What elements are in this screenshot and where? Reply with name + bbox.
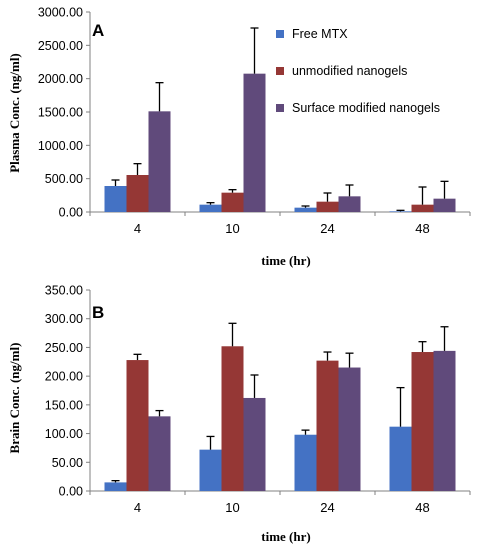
bar-1 [389, 426, 412, 491]
chart-panel-b: B Brain Conc. (ng/ml) time (hr) 0.00 50.0… [7, 284, 471, 544]
bar-3 [433, 198, 456, 212]
bar-2 [316, 360, 339, 491]
legend-label: Free MTX [292, 27, 348, 41]
y-axis-label-b: Brain Conc. (ng/ml) [7, 343, 22, 454]
y-tick-label: 300.00 [45, 312, 83, 326]
legend-label: Surface modified nanogels [292, 101, 440, 115]
bar-2 [126, 360, 149, 491]
y-axis-label-a: Plasma Conc. (ng/ml) [7, 53, 22, 173]
bar-1 [294, 434, 317, 491]
bar-2 [126, 175, 149, 212]
legend-swatch [276, 104, 284, 112]
panel-label-b: B [92, 303, 104, 322]
y-tick-label: 100.00 [45, 427, 83, 441]
x-tick-label: 24 [320, 500, 334, 515]
bar-3 [338, 367, 361, 491]
bar-3 [243, 73, 266, 213]
panel-label-a: A [92, 21, 104, 40]
y-tick-label: 1500.00 [38, 106, 83, 120]
y-tick-label: 50.00 [52, 456, 83, 470]
x-axis-label-a: time (hr) [261, 253, 310, 268]
y-tick-label: 250.00 [45, 341, 83, 355]
legend-swatch [276, 67, 284, 75]
x-axis-label-b: time (hr) [261, 529, 310, 544]
bar-2 [411, 352, 434, 491]
legend-label: unmodified nanogels [292, 64, 407, 78]
bar-1 [294, 207, 317, 212]
bar-2 [221, 346, 244, 491]
bar-2 [221, 192, 244, 212]
chart-panel-a: A Plasma Conc. (ng/ml) time (hr) 0.00 500… [7, 6, 471, 268]
x-tick-label: 48 [415, 500, 429, 515]
bar-1 [104, 482, 127, 491]
y-tick-label: 500.00 [45, 172, 83, 186]
legend-swatch [276, 30, 284, 38]
bar-3 [148, 416, 171, 491]
bar-3 [148, 111, 171, 212]
x-tick-label: 24 [320, 221, 334, 236]
bar-3 [433, 350, 456, 491]
bar-1 [199, 204, 222, 212]
y-tick-label: 1000.00 [38, 139, 83, 153]
y-tick-label: 2500.00 [38, 39, 83, 53]
bar-1 [104, 186, 127, 212]
y-tick-label: 3000.00 [38, 6, 83, 20]
bar-3 [338, 196, 361, 212]
y-tick-label: 0.00 [59, 206, 83, 220]
bar-1 [199, 449, 222, 491]
y-tick-label: 200.00 [45, 370, 83, 384]
x-tick-label: 48 [415, 221, 429, 236]
y-tick-label: 2000.00 [38, 72, 83, 86]
bar-3 [243, 397, 266, 491]
bar-1 [389, 211, 412, 212]
bar-2 [411, 204, 434, 212]
x-tick-label: 4 [134, 221, 141, 236]
x-tick-label: 10 [225, 221, 239, 236]
y-tick-label: 0.00 [59, 485, 83, 499]
y-tick-label: 150.00 [45, 398, 83, 412]
y-tick-label: 350.00 [45, 284, 83, 298]
x-tick-label: 10 [225, 500, 239, 515]
bar-2 [316, 201, 339, 212]
x-tick-label: 4 [134, 500, 141, 515]
